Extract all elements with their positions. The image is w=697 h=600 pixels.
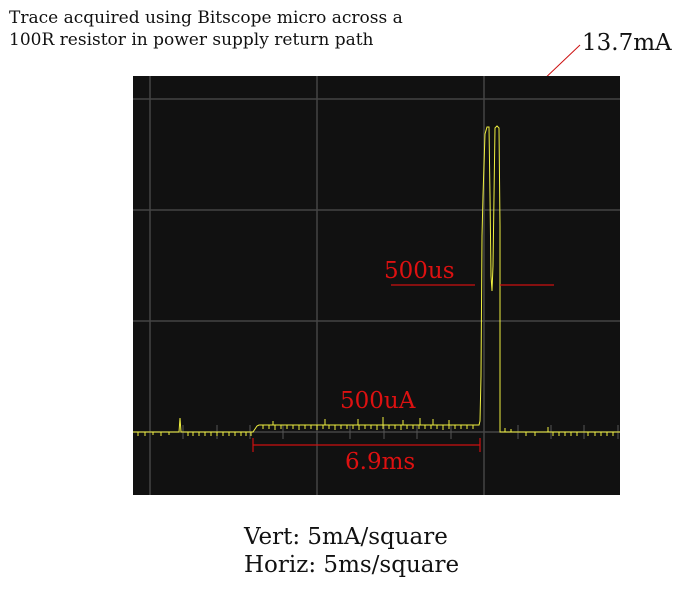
- baseline-step-label: 500uA: [340, 388, 416, 414]
- scale-legend: Vert: 5mA/square Horiz: 5ms/square: [244, 523, 459, 579]
- peak-label: 13.7mA: [582, 30, 672, 56]
- annotation-lines: [252, 284, 554, 452]
- interval-label: 6.9ms: [345, 449, 416, 475]
- horizontal-scale: Horiz: 5ms/square: [244, 552, 460, 578]
- vertical-scale: Vert: 5mA/square: [244, 524, 448, 550]
- chart-caption: Trace acquired using Bitscope micro acro…: [9, 7, 403, 51]
- caption-line-2: 100R resistor in power supply return pat…: [9, 30, 374, 50]
- caption-line-1: Trace acquired using Bitscope micro acro…: [9, 8, 403, 28]
- pulse-width-label: 500us: [384, 258, 455, 284]
- oscilloscope-display: 500us 500uA 6.9ms: [133, 76, 620, 495]
- grid: [133, 76, 620, 495]
- signal-trace: [133, 125, 620, 436]
- scope-plot: [133, 76, 620, 495]
